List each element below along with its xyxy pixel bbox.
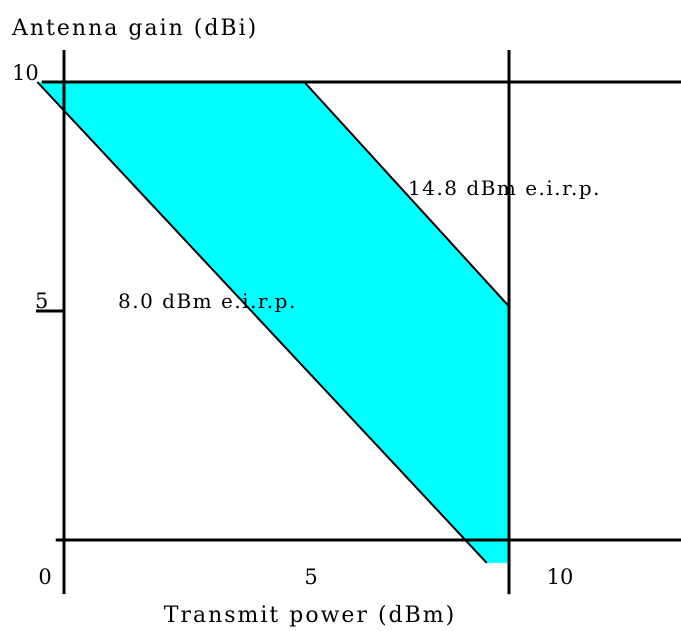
x-tick-label-0: 0 [38, 565, 51, 589]
x-tick-label-5: 5 [304, 565, 317, 589]
eirp-8-boundary-line [36, 81, 488, 564]
y-tick-label-5: 5 [35, 289, 48, 313]
permitted-eirp-region [37, 82, 510, 563]
x-axis-title: Transmit power (dBm) [164, 603, 456, 628]
eirp-8-label: 8.0 dBm e.i.r.p. [118, 289, 297, 313]
y-axis-title: Antenna gain (dBi) [11, 16, 258, 41]
y-tick-label-10: 10 [12, 61, 39, 85]
eirp-14-8-label: 14.8 dBm e.i.r.p. [408, 176, 601, 200]
eirp-14-8-boundary-line [303, 81, 510, 308]
x-tick-label-10: 10 [547, 565, 574, 589]
